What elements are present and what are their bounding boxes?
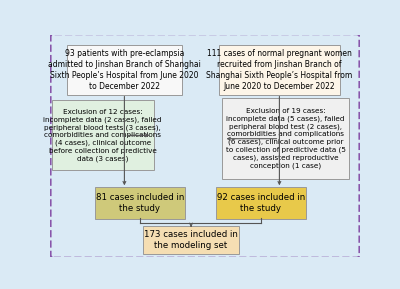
Text: 92 cases included in
the study: 92 cases included in the study [217,193,305,213]
FancyBboxPatch shape [222,98,349,179]
Text: Exclusion of 19 cases:
incomplete data (5 cases), failed
peripheral blood test (: Exclusion of 19 cases: incomplete data (… [226,108,346,169]
FancyBboxPatch shape [51,34,359,258]
Text: Exclusion of 12 cases:
incomplete data (2 cases), failed
peripheral blood tests : Exclusion of 12 cases: incomplete data (… [44,109,162,162]
Text: 93 patients with pre-eclampsia
admitted to Jinshan Branch of Shanghai
Sixth Peop: 93 patients with pre-eclampsia admitted … [48,49,201,91]
Text: 81 cases included in
the study: 81 cases included in the study [96,193,184,213]
FancyBboxPatch shape [95,187,185,219]
FancyBboxPatch shape [219,45,340,95]
FancyBboxPatch shape [143,226,239,254]
Text: 111 cases of normal pregnant women
recruited from Jinshan Branch of
Shanghai Six: 111 cases of normal pregnant women recru… [206,49,352,91]
Text: 173 cases included in
the modeling set: 173 cases included in the modeling set [144,230,238,250]
FancyBboxPatch shape [216,187,306,219]
FancyBboxPatch shape [52,100,154,171]
FancyBboxPatch shape [67,45,182,95]
